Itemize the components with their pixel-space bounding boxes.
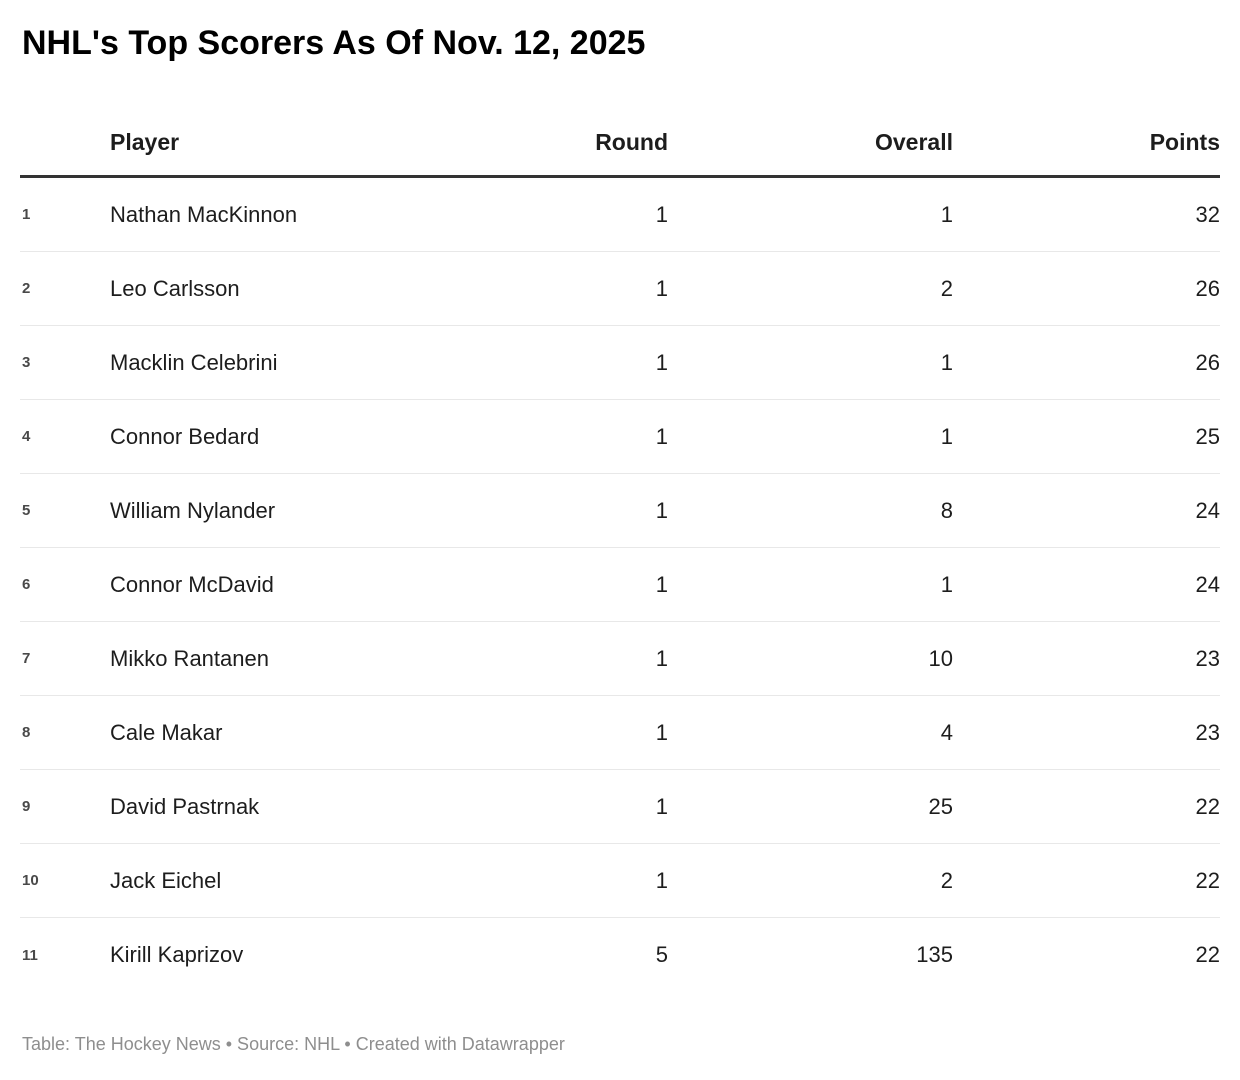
page-title: NHL's Top Scorers As Of Nov. 12, 2025 [22, 24, 646, 62]
row-points: 26 [1195, 275, 1220, 301]
header-player: Player [110, 128, 180, 155]
table-row: 2 Leo Carlsson 1 2 26 [20, 252, 1220, 326]
row-overall: 2 [940, 867, 953, 893]
row-overall: 1 [940, 349, 953, 375]
row-points: 32 [1195, 201, 1220, 227]
row-points: 24 [1195, 571, 1220, 597]
row-player: Nathan MacKinnon [110, 201, 298, 227]
row-overall: 25 [928, 793, 953, 819]
row-rank: 7 [22, 650, 31, 667]
row-round: 1 [655, 645, 668, 671]
table-row: 6 Connor McDavid 1 1 24 [20, 548, 1220, 622]
row-player: Macklin Celebrini [110, 349, 278, 375]
row-points: 22 [1195, 942, 1220, 967]
row-overall: 2 [940, 275, 953, 301]
row-round: 1 [655, 571, 668, 597]
row-points: 25 [1195, 423, 1220, 449]
table-row: 1 Nathan MacKinnon 1 1 32 [20, 178, 1220, 252]
row-player: William Nylander [110, 497, 276, 523]
table-row: 8 Cale Makar 1 4 23 [20, 696, 1220, 770]
row-round: 1 [655, 793, 668, 819]
table-row: 9 David Pastrnak 1 25 22 [20, 770, 1220, 844]
header-overall: Overall [875, 128, 953, 155]
row-points: 22 [1195, 867, 1220, 893]
row-round: 5 [655, 942, 668, 967]
table-body: 1 Nathan MacKinnon 1 1 32 2 Leo Carlsson… [20, 178, 1220, 992]
table-row: 7 Mikko Rantanen 1 10 23 [20, 622, 1220, 696]
row-overall: 4 [940, 719, 953, 745]
row-round: 1 [655, 719, 668, 745]
row-rank: 6 [22, 576, 31, 593]
header-round: Round [595, 128, 668, 155]
row-rank: 5 [22, 502, 31, 519]
row-overall: 135 [916, 942, 953, 967]
row-rank: 8 [22, 724, 31, 741]
row-player: David Pastrnak [110, 793, 260, 819]
footer-attribution: Table: The Hockey News • Source: NHL • C… [22, 1034, 565, 1054]
row-player: Kirill Kaprizov [110, 942, 244, 967]
table-row: 3 Macklin Celebrini 1 1 26 [20, 326, 1220, 400]
row-rank: 4 [22, 428, 31, 445]
header-points: Points [1149, 128, 1220, 155]
row-overall: 1 [940, 571, 953, 597]
row-points: 24 [1195, 497, 1220, 523]
row-round: 1 [655, 423, 668, 449]
row-round: 1 [655, 349, 668, 375]
row-player: Connor Bedard [110, 423, 260, 449]
table-row: 10 Jack Eichel 1 2 22 [20, 844, 1220, 918]
row-player: Connor McDavid [110, 571, 274, 597]
row-overall: 1 [940, 423, 953, 449]
row-points: 23 [1195, 719, 1220, 745]
row-rank: 10 [22, 872, 39, 889]
row-rank: 9 [22, 798, 31, 815]
row-round: 1 [655, 275, 668, 301]
table-row: 5 William Nylander 1 8 24 [20, 474, 1220, 548]
row-rank: 1 [22, 206, 31, 223]
row-points: 22 [1195, 793, 1220, 819]
row-round: 1 [655, 867, 668, 893]
row-rank: 3 [22, 354, 31, 371]
table-header-row: Player Round Overall Points [20, 64, 1220, 178]
row-round: 1 [655, 497, 668, 523]
row-player: Leo Carlsson [110, 275, 240, 301]
row-player: Jack Eichel [110, 867, 222, 893]
row-points: 26 [1195, 349, 1220, 375]
row-overall: 10 [928, 645, 953, 671]
row-overall: 1 [940, 201, 953, 227]
row-points: 23 [1195, 645, 1220, 671]
row-player: Mikko Rantanen [110, 645, 269, 671]
table-row: 4 Connor Bedard 1 1 25 [20, 400, 1220, 474]
row-rank: 2 [22, 280, 31, 297]
row-round: 1 [655, 201, 668, 227]
table-row: 11 Kirill Kaprizov 5 135 22 [20, 918, 1220, 992]
row-player: Cale Makar [110, 719, 223, 745]
row-rank: 11 [22, 946, 38, 964]
row-overall: 8 [940, 497, 953, 523]
